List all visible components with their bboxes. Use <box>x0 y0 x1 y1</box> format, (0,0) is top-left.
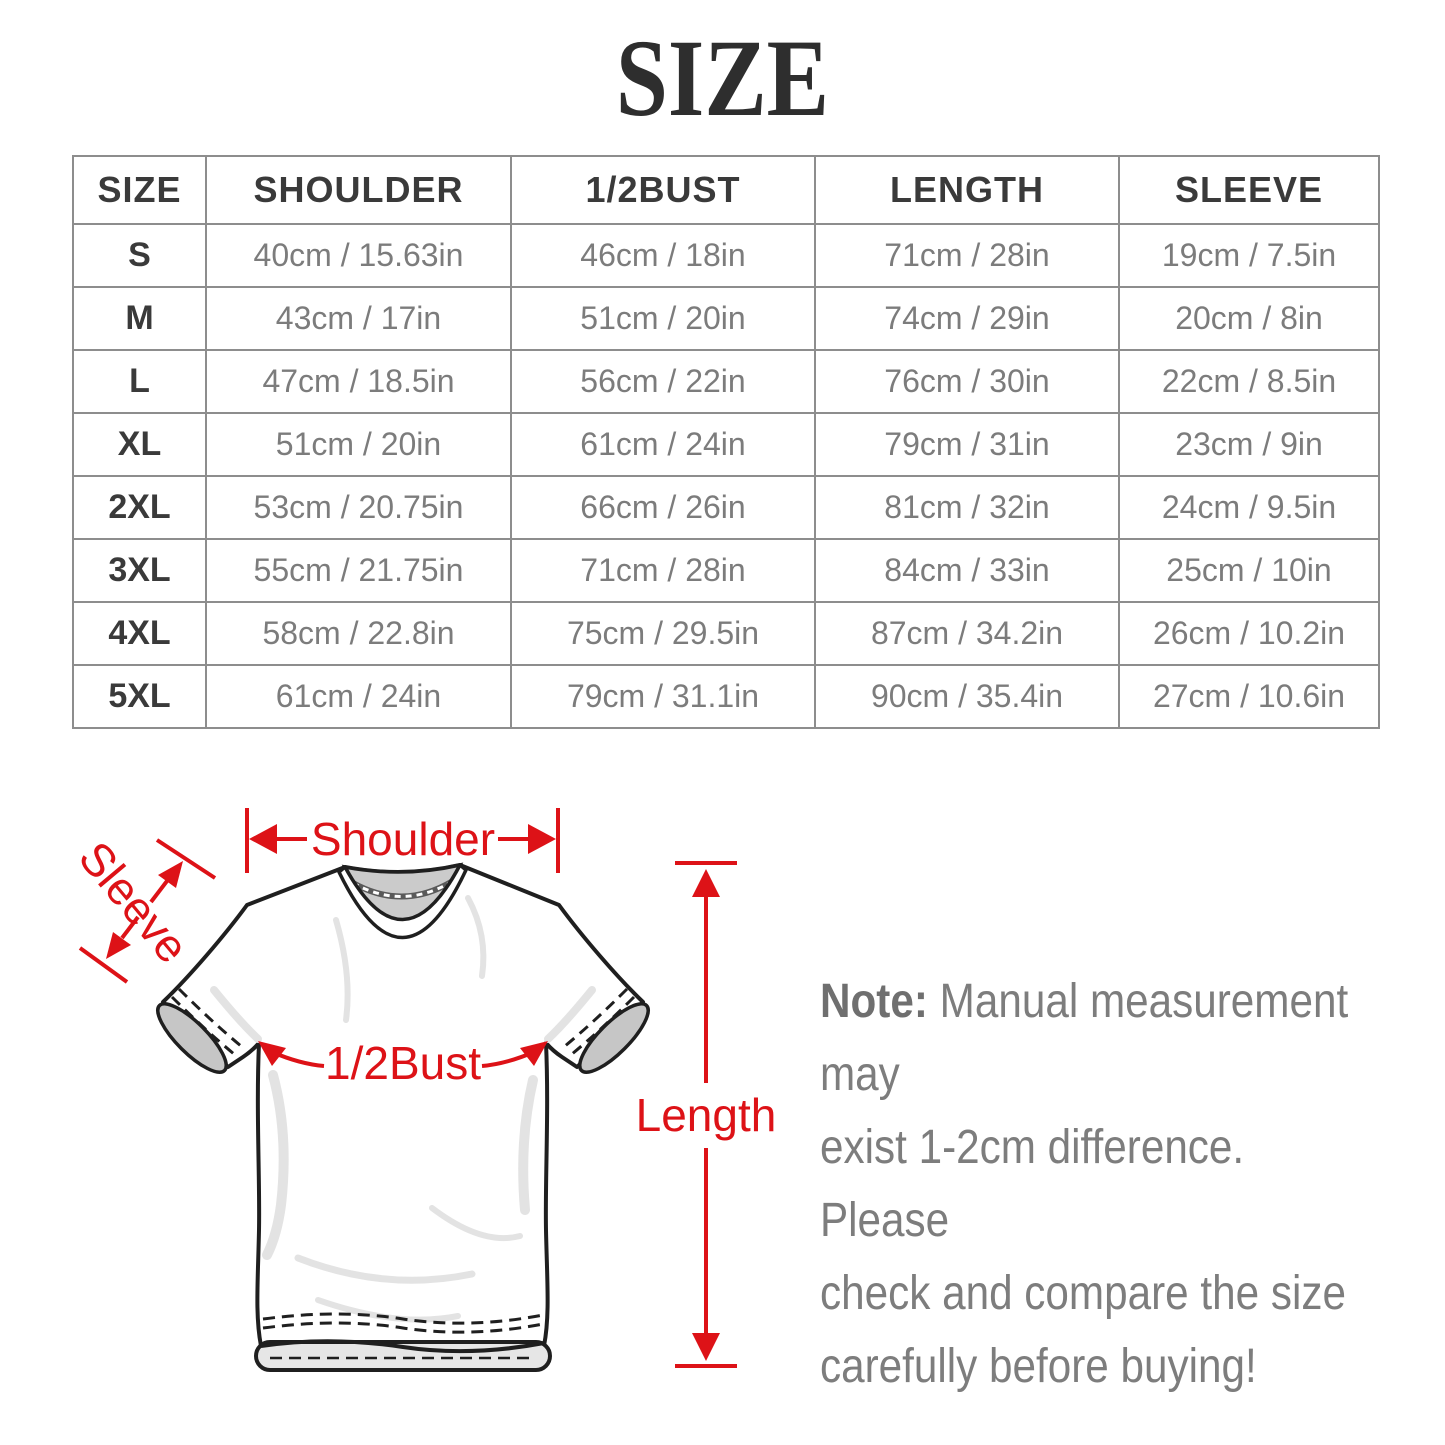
cell-length: 90cm / 35.4in <box>814 664 1120 729</box>
page-title: SIZE <box>615 17 830 139</box>
cell-shoulder: 47cm / 18.5in <box>205 349 512 414</box>
cell-sleeve: 27cm / 10.6in <box>1118 664 1380 729</box>
arrow-up-right-icon <box>158 861 183 888</box>
cell-length: 76cm / 30in <box>814 349 1120 414</box>
header-length: LENGTH <box>814 155 1120 225</box>
header-shoulder: SHOULDER <box>205 155 512 225</box>
cell-length: 74cm / 29in <box>814 286 1120 351</box>
right-sleeve-cuff <box>564 987 650 1074</box>
size-label: 2XL <box>72 475 207 540</box>
wrinkle-shading <box>210 895 596 1323</box>
arrow-down-icon <box>692 1333 720 1361</box>
size-label: M <box>72 286 207 351</box>
size-label: L <box>72 349 207 414</box>
tshirt-drawing <box>156 862 650 1372</box>
cell-shoulder: 40cm / 15.63in <box>205 223 512 288</box>
cell-bust: 46cm / 18in <box>510 223 816 288</box>
size-label: 5XL <box>72 664 207 729</box>
table-row: 5XL 61cm / 24in 79cm / 31.1in 90cm / 35.… <box>72 664 1380 729</box>
cell-sleeve: 23cm / 9in <box>1118 412 1380 477</box>
tshirt-hem <box>254 1312 552 1372</box>
bust-label: 1/2Bust <box>325 1037 481 1089</box>
cell-bust: 56cm / 22in <box>510 349 816 414</box>
cell-length: 84cm / 33in <box>814 538 1120 603</box>
size-label: XL <box>72 412 207 477</box>
table-row: M 43cm / 17in 51cm / 20in 74cm / 29in 20… <box>72 286 1380 351</box>
cell-sleeve: 26cm / 10.2in <box>1118 601 1380 666</box>
cell-bust: 51cm / 20in <box>510 286 816 351</box>
table-row: 3XL 55cm / 21.75in 71cm / 28in 84cm / 33… <box>72 538 1380 603</box>
cell-bust: 66cm / 26in <box>510 475 816 540</box>
left-sleeve-cuff <box>156 987 242 1074</box>
cell-shoulder: 51cm / 20in <box>205 412 512 477</box>
cell-length: 71cm / 28in <box>814 223 1120 288</box>
header-bust: 1/2BUST <box>510 155 816 225</box>
cell-bust: 61cm / 24in <box>510 412 816 477</box>
size-label: 4XL <box>72 601 207 666</box>
cell-sleeve: 25cm / 10in <box>1118 538 1380 603</box>
arrow-down-left-icon <box>106 932 131 959</box>
shoulder-label: Shoulder <box>311 813 495 865</box>
cell-sleeve: 24cm / 9.5in <box>1118 475 1380 540</box>
sleeve-dimension: Sleeve <box>69 831 217 984</box>
header-sleeve: SLEEVE <box>1118 155 1380 225</box>
cell-shoulder: 43cm / 17in <box>205 286 512 351</box>
size-label: 3XL <box>72 538 207 603</box>
cell-shoulder: 53cm / 20.75in <box>205 475 512 540</box>
note-line-3: check and compare the size <box>820 1267 1346 1320</box>
note-text: Note: Manual measurement may exist 1-2cm… <box>820 965 1383 1403</box>
arrow-left-icon <box>249 824 277 854</box>
size-label: S <box>72 223 207 288</box>
note-prefix: Note: <box>820 975 928 1028</box>
cell-length: 81cm / 32in <box>814 475 1120 540</box>
header-size: SIZE <box>72 155 207 225</box>
arrow-up-icon <box>692 869 720 897</box>
cell-shoulder: 61cm / 24in <box>205 664 512 729</box>
table-row: 2XL 53cm / 20.75in 66cm / 26in 81cm / 32… <box>72 475 1380 540</box>
tshirt-collar <box>337 862 468 940</box>
cell-shoulder: 55cm / 21.75in <box>205 538 512 603</box>
table-row: L 47cm / 18.5in 56cm / 22in 76cm / 30in … <box>72 349 1380 414</box>
shoulder-dimension: Shoulder <box>245 808 560 873</box>
cell-length: 87cm / 34.2in <box>814 601 1120 666</box>
note-line-1: Note: Manual measurement may <box>820 975 1349 1101</box>
cell-sleeve: 19cm / 7.5in <box>1118 223 1380 288</box>
table-header-row: SIZE SHOULDER 1/2BUST LENGTH SLEEVE <box>72 155 1380 225</box>
size-chart-table: SIZE SHOULDER 1/2BUST LENGTH SLEEVE S 40… <box>72 155 1380 729</box>
table-row: XL 51cm / 20in 61cm / 24in 79cm / 31in 2… <box>72 412 1380 477</box>
note-line-4: carefully before buying! <box>820 1340 1257 1393</box>
cell-length: 79cm / 31in <box>814 412 1120 477</box>
collar-front-band <box>337 863 468 940</box>
cell-sleeve: 20cm / 8in <box>1118 286 1380 351</box>
table-row: S 40cm / 15.63in 46cm / 18in 71cm / 28in… <box>72 223 1380 288</box>
cell-shoulder: 58cm / 22.8in <box>205 601 512 666</box>
arrow-right-icon <box>528 824 556 854</box>
arrow-upper-right-icon <box>520 1041 548 1066</box>
cell-bust: 71cm / 28in <box>510 538 816 603</box>
length-dimension: Length <box>636 861 777 1368</box>
length-label: Length <box>636 1089 777 1141</box>
cell-bust: 79cm / 31.1in <box>510 664 816 729</box>
bust-dimension: 1/2Bust <box>258 1037 548 1089</box>
cell-sleeve: 22cm / 8.5in <box>1118 349 1380 414</box>
table-row: 4XL 58cm / 22.8in 75cm / 29.5in 87cm / 3… <box>72 601 1380 666</box>
note-line-2: exist 1-2cm difference. Please <box>820 1121 1245 1247</box>
tshirt-measurement-diagram: Shoulder Sleeve 1/2Bust Length <box>69 808 777 1372</box>
cell-bust: 75cm / 29.5in <box>510 601 816 666</box>
